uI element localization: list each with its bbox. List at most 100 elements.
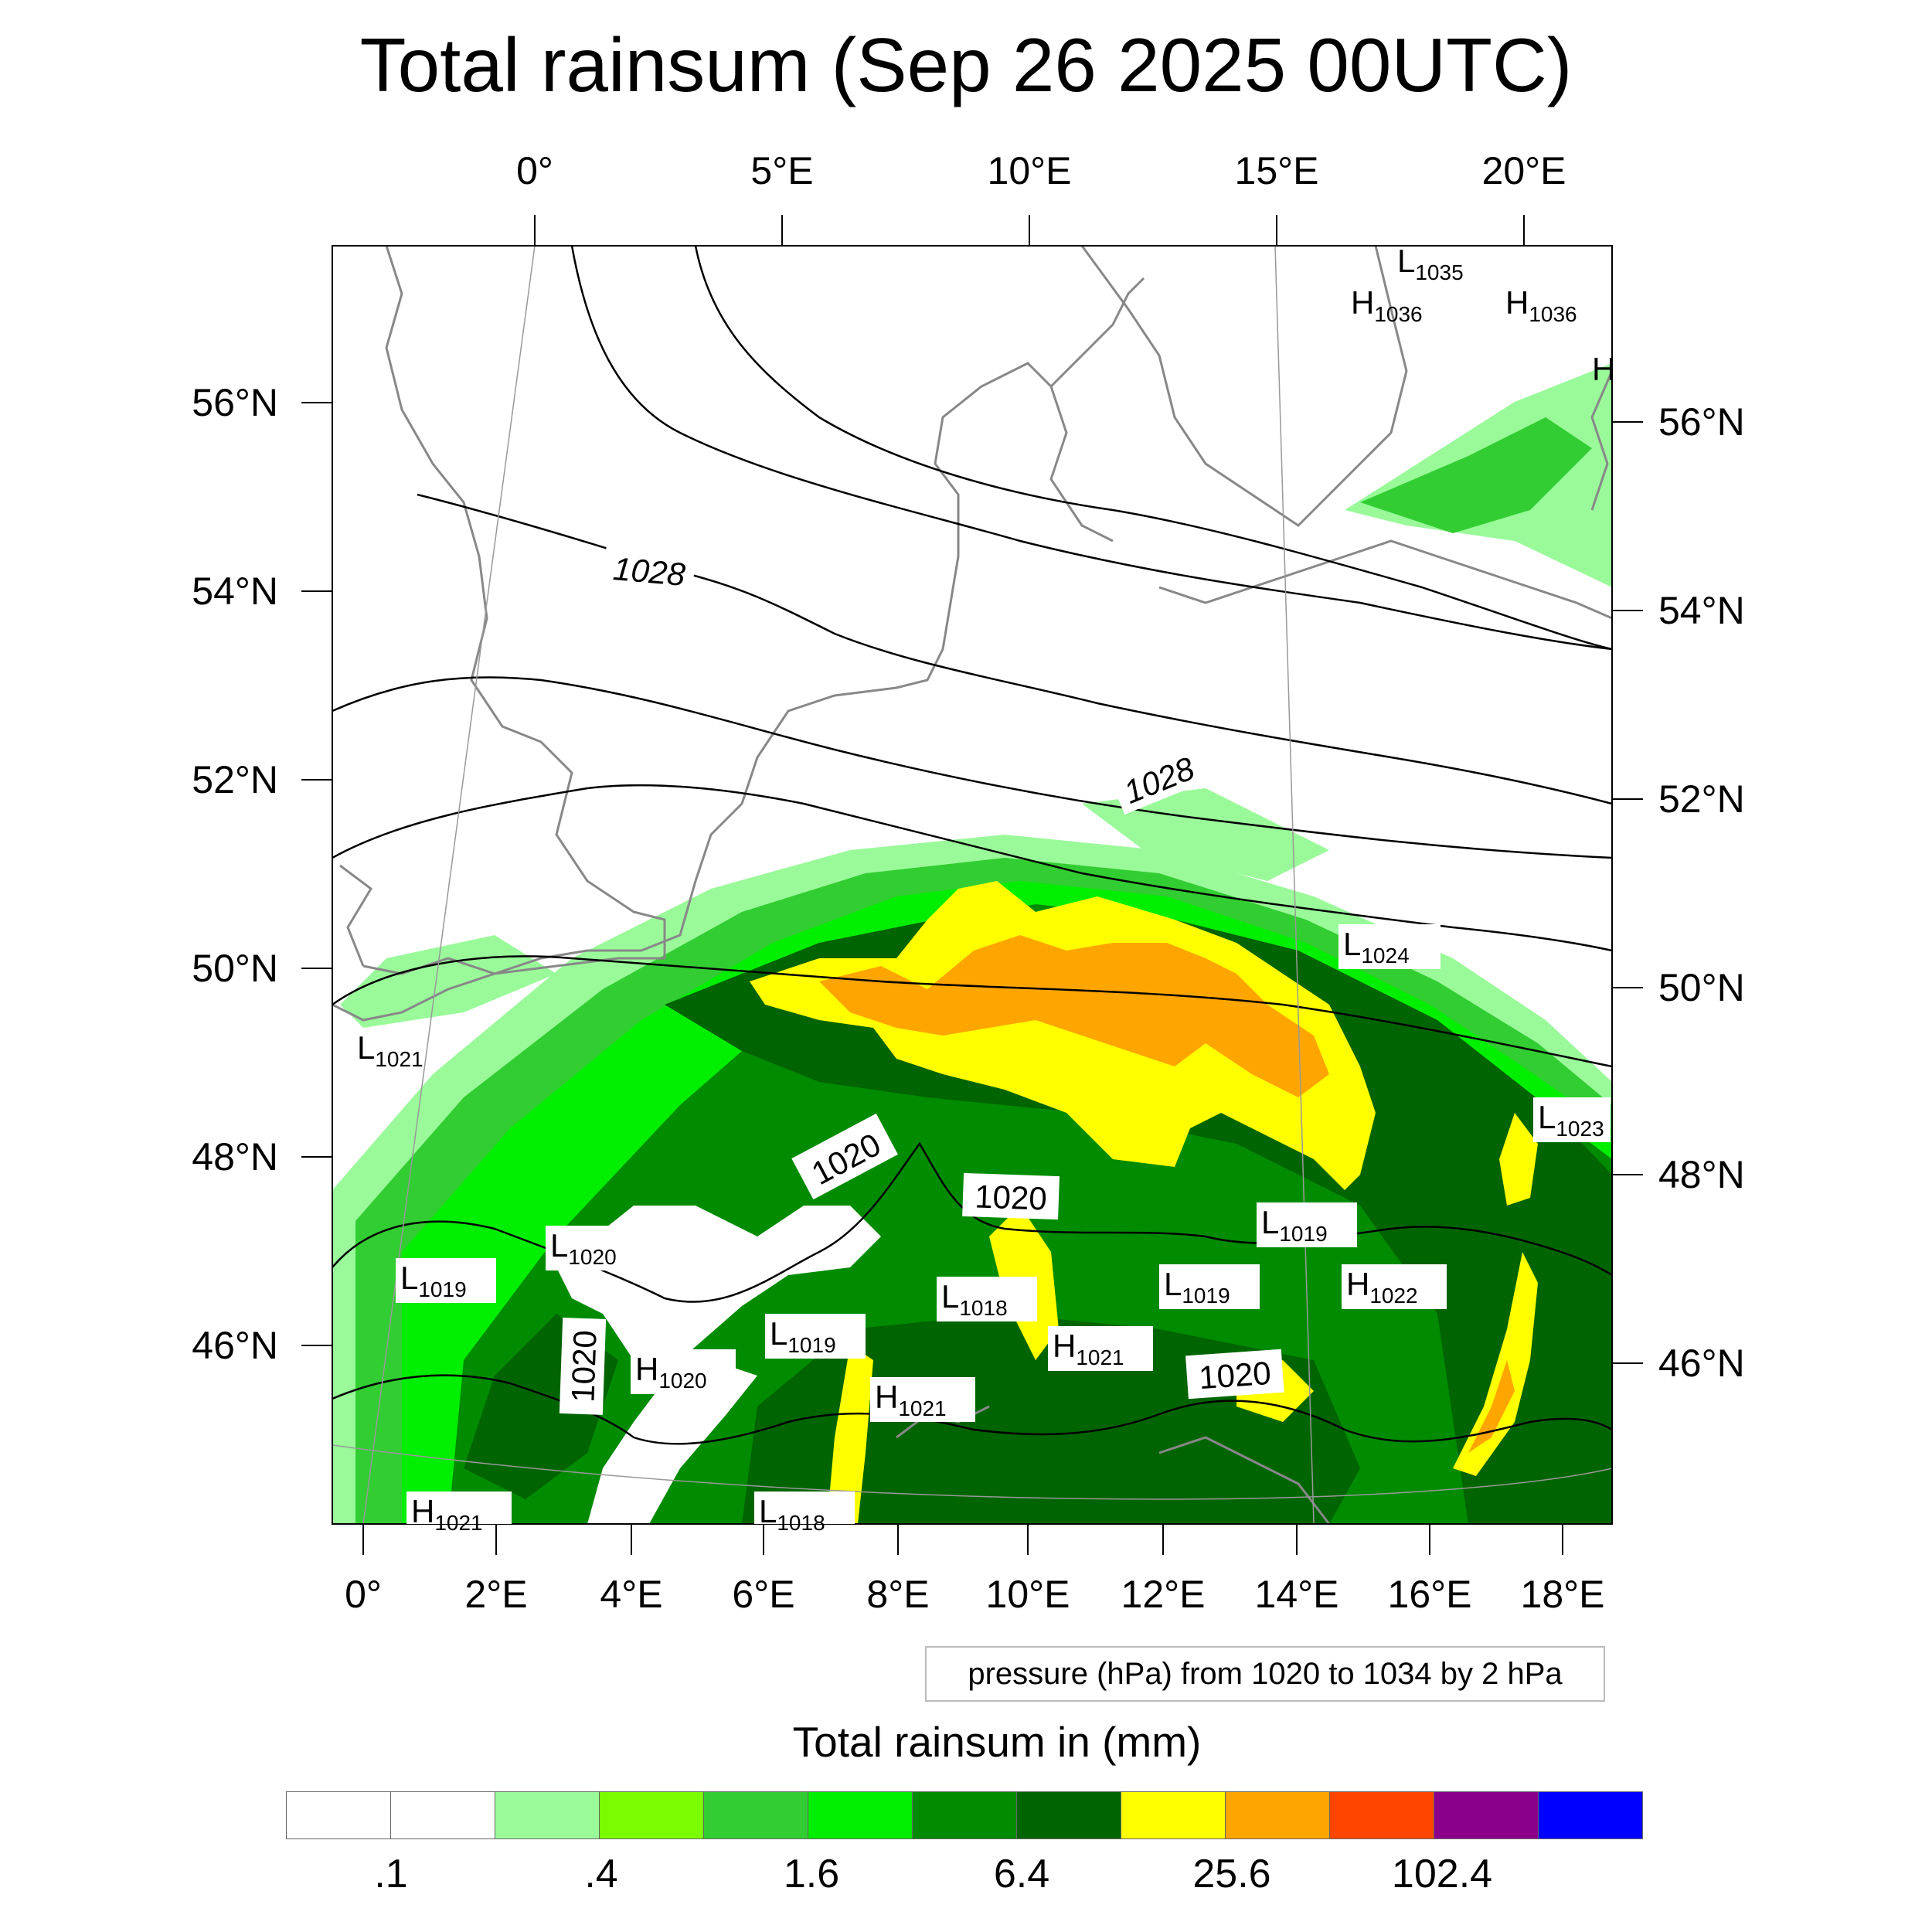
- pressure-centers: L1035 H1036 H1036 H L1024 L1021 L1023 L1…: [357, 243, 1615, 1535]
- meridian-15e: [1274, 245, 1315, 1525]
- pressure-center: L1035: [1397, 243, 1464, 284]
- pressure-center-type: L: [357, 1029, 375, 1066]
- svg-text:L1019: L1019: [770, 1315, 836, 1357]
- contour-label-box: 1028: [603, 543, 696, 594]
- top-lon-label: 5°E: [750, 149, 813, 192]
- svg-text:L1023: L1023: [1538, 1099, 1604, 1141]
- bottom-lon-label: 12°E: [1121, 1573, 1206, 1616]
- pressure-center-value: 1021: [1076, 1345, 1124, 1369]
- bottom-lon-label: 2°E: [464, 1573, 527, 1616]
- contour-label-box: 1020: [559, 1317, 607, 1415]
- pressure-center: L1024: [1338, 924, 1440, 969]
- meridian-0: [362, 245, 536, 1525]
- legend-title: Total rainsum in (mm): [792, 1718, 1202, 1766]
- svg-text:L1019: L1019: [400, 1260, 467, 1301]
- contour-label: 1020: [1198, 1355, 1272, 1396]
- contour-label: 1028: [611, 550, 687, 593]
- colorbar-swatch: [1121, 1791, 1226, 1839]
- colorbar-swatch: [912, 1791, 1017, 1839]
- pressure-center-type: L: [941, 1278, 959, 1315]
- pressure-center-value: 1018: [777, 1511, 825, 1535]
- contour-label-box: 1020: [1185, 1349, 1284, 1400]
- bottom-lon-label: 16°E: [1388, 1573, 1472, 1616]
- pressure-center: H1021: [1048, 1326, 1153, 1371]
- svg-text:H1021: H1021: [411, 1493, 483, 1535]
- pressure-center-type: L: [1164, 1266, 1182, 1302]
- svg-text:L1018: L1018: [759, 1493, 825, 1535]
- pressure-center-value: 1019: [787, 1333, 835, 1357]
- pressure-center-value: 1021: [375, 1047, 423, 1071]
- pressure-center: L1019: [1159, 1264, 1260, 1309]
- colorbar-labels: .1 .4 1.6 6.4 25.6 102.4: [286, 1851, 1652, 1905]
- coast-denmark: [1049, 277, 1145, 388]
- pressure-center-type: H: [1053, 1328, 1076, 1364]
- coast-britain: [362, 246, 666, 975]
- colorbar-swatch: [1225, 1791, 1330, 1839]
- pressure-center: H1036: [1505, 284, 1577, 326]
- pressure-center: L1021: [357, 1029, 423, 1071]
- pressure-center-value: 1022: [1369, 1284, 1417, 1308]
- bottom-lon-label: 10°E: [986, 1573, 1070, 1616]
- pressure-center-value: 1036: [1374, 302, 1422, 326]
- svg-text:L1021: L1021: [357, 1029, 423, 1071]
- pressure-center-value: 1019: [1279, 1222, 1327, 1246]
- isobar-3: [417, 493, 1612, 805]
- pressure-center: L1018: [937, 1277, 1037, 1321]
- svg-text:L1024: L1024: [1343, 926, 1410, 968]
- svg-text:L1018: L1018: [941, 1278, 1008, 1320]
- pressure-center: L1019: [396, 1258, 496, 1303]
- chart-title: Total rainsum (Sep 26 2025 00UTC): [359, 22, 1573, 107]
- axis-ticks: [301, 215, 1643, 1555]
- pressure-center-type: L: [1538, 1099, 1556, 1135]
- colorbar: [286, 1791, 1643, 1841]
- pressure-center: L1019: [1257, 1202, 1357, 1247]
- colorbar-label: .1: [374, 1852, 408, 1896]
- rain-heavy-yellow-s1: [827, 1345, 873, 1524]
- pressure-center: H1020: [631, 1349, 736, 1394]
- svg-text:H1036: H1036: [1505, 284, 1577, 326]
- colorbar-swatch: [390, 1791, 495, 1839]
- colorbar-label: 25.6: [1192, 1852, 1271, 1896]
- pressure-center-type: L: [759, 1493, 777, 1529]
- colorbar-swatch: [1329, 1791, 1434, 1839]
- pressure-center-type: L: [400, 1260, 418, 1296]
- svg-text:H1022: H1022: [1346, 1266, 1418, 1308]
- pressure-center: L1019: [765, 1314, 866, 1359]
- right-lat-label: 46°N: [1658, 1342, 1745, 1385]
- pressure-center: L1020: [546, 1226, 646, 1270]
- left-lat-label: 46°N: [192, 1324, 278, 1367]
- bottom-lon-label: 8°E: [866, 1573, 929, 1616]
- pressure-center-type: H: [1351, 284, 1374, 321]
- top-lon-label: 10°E: [988, 149, 1072, 192]
- bottom-lon-label: 4°E: [600, 1573, 662, 1616]
- left-lat-label: 48°N: [192, 1135, 278, 1179]
- contour-labels: 1028 1028: [603, 543, 1208, 815]
- pressure-center-value: 1035: [1415, 260, 1463, 284]
- pressure-center-type: H: [1346, 1266, 1369, 1302]
- pressure-center: L1023: [1533, 1097, 1611, 1142]
- svg-text:H1020: H1020: [635, 1351, 707, 1393]
- contour-label: 1020: [975, 1178, 1048, 1216]
- pressure-center-value: 1019: [1182, 1284, 1230, 1308]
- rain-light-west-channel: [340, 935, 556, 1028]
- coast-baltic-east: [1590, 370, 1612, 511]
- pressure-center-value: 1020: [658, 1369, 706, 1393]
- coast-wales: [339, 864, 372, 967]
- pressure-center-value: 1021: [898, 1396, 946, 1420]
- left-lat-label: 52°N: [192, 758, 278, 801]
- pressure-center-type: L: [1397, 243, 1415, 279]
- parallel-south: [332, 1444, 1613, 1500]
- top-lon-labels: 0° 5°E 10°E 15°E 20°E: [516, 149, 1566, 192]
- right-lat-label: 54°N: [1658, 589, 1745, 632]
- bottom-lon-label: 6°E: [732, 1573, 794, 1616]
- colorbar-label: 1.6: [783, 1852, 840, 1896]
- coast-france-north: [332, 880, 697, 1022]
- coast-sweden: [1080, 246, 1408, 527]
- right-lat-label: 48°N: [1658, 1153, 1745, 1196]
- colorbar-swatch: [703, 1791, 808, 1839]
- pressure-center-type: H: [635, 1351, 658, 1387]
- pressure-center: H1036: [1351, 284, 1423, 326]
- isobar-1020-south: [332, 1374, 1612, 1445]
- colorbar-swatch: [808, 1791, 913, 1839]
